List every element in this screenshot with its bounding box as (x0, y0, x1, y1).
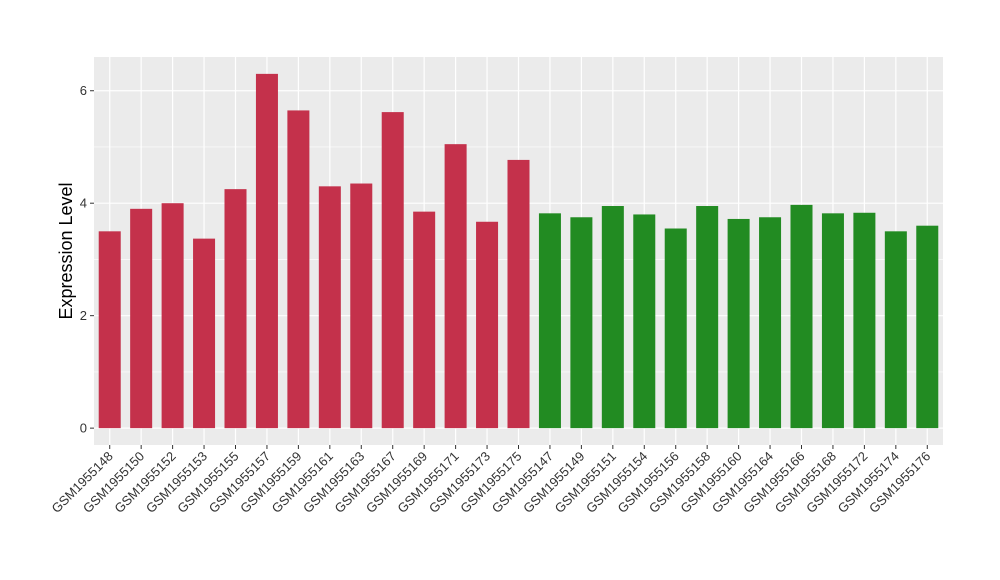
bar-GSM1955153 (193, 238, 216, 429)
bar-GSM1955168 (821, 213, 844, 429)
bar-GSM1955164 (759, 217, 782, 429)
bar-GSM1955151 (601, 206, 624, 429)
y-tick-label: 2 (80, 308, 87, 323)
bar-GSM1955172 (853, 212, 876, 429)
bar-GSM1955158 (696, 206, 719, 429)
bar-GSM1955173 (476, 221, 499, 429)
bar-GSM1955155 (224, 189, 247, 429)
bar-GSM1955150 (130, 208, 153, 429)
bar-GSM1955154 (633, 214, 656, 429)
bar-GSM1955166 (790, 204, 813, 429)
bar-GSM1955156 (664, 228, 687, 429)
bar-GSM1955152 (161, 203, 184, 429)
y-tick-label: 0 (80, 421, 87, 436)
bars (98, 73, 939, 429)
bar-GSM1955161 (318, 186, 341, 429)
bar-GSM1955157 (255, 73, 278, 429)
bar-GSM1955149 (570, 217, 593, 429)
y-tick-label: 6 (80, 83, 87, 98)
bar-GSM1955167 (381, 112, 404, 429)
bar-GSM1955147 (538, 213, 561, 429)
bar-GSM1955175 (507, 159, 530, 429)
bar-GSM1955160 (727, 218, 750, 429)
y-axis-title: Expression Level (56, 182, 76, 319)
bar-GSM1955174 (884, 231, 907, 429)
y-tick-label: 4 (80, 196, 87, 211)
bar-GSM1955159 (287, 110, 310, 429)
bar-GSM1955171 (444, 144, 467, 429)
bar-GSM1955148 (98, 231, 121, 429)
bar-GSM1955163 (350, 183, 373, 429)
bar-GSM1955176 (916, 225, 939, 429)
bar-GSM1955169 (413, 211, 436, 429)
